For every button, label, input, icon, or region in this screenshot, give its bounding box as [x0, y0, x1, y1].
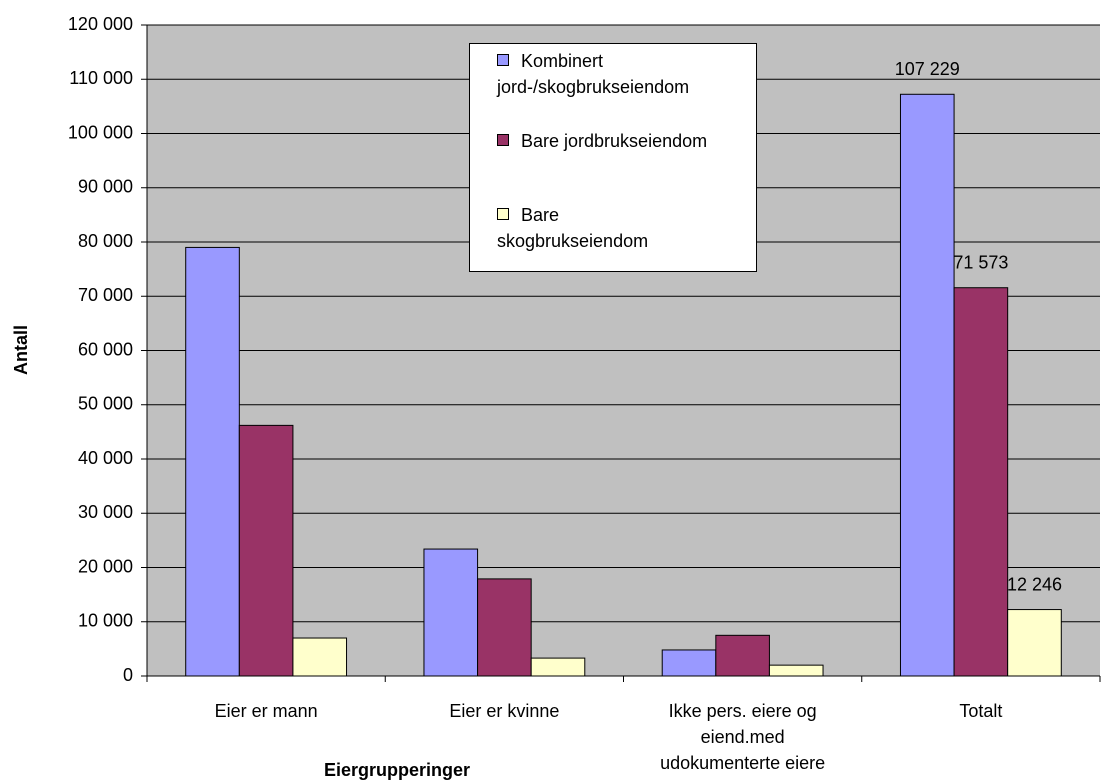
legend-swatch — [497, 208, 509, 220]
y-tick-label: 100 000 — [68, 122, 133, 142]
y-tick-label: 70 000 — [78, 285, 133, 305]
y-tick-label: 0 — [123, 665, 133, 685]
y-tick-label: 110 000 — [69, 68, 133, 88]
y-tick-label: 90 000 — [78, 177, 133, 197]
legend-swatch — [497, 54, 509, 66]
bar — [899, 93, 955, 677]
y-tick-label: 40 000 — [78, 448, 133, 468]
bar — [661, 649, 717, 677]
bar — [423, 548, 479, 677]
y-tick-label: 60 000 — [78, 339, 133, 359]
data-label: 12 246 — [1007, 574, 1062, 594]
y-tick-label: 80 000 — [78, 231, 133, 251]
y-tick-label: 30 000 — [78, 502, 133, 522]
legend-swatch — [497, 134, 509, 146]
legend-label: Kombinert jord-/skogbrukseiendom — [497, 51, 690, 97]
legend-entry: Bare skogbrukseiendom — [497, 202, 712, 254]
bar — [1007, 609, 1062, 677]
legend-entry: Kombinert jord-/skogbrukseiendom — [497, 48, 712, 100]
bar — [185, 246, 240, 677]
bar — [953, 287, 1009, 677]
y-tick-label: 20 000 — [78, 556, 133, 576]
legend-label: Bare jordbrukseiendom — [521, 131, 708, 151]
bar — [292, 637, 348, 677]
legend: Kombinert jord-/skogbrukseiendom Bare jor… — [469, 43, 757, 272]
data-label: 107 229 — [895, 59, 960, 79]
bar — [715, 634, 770, 677]
y-tick-label: 120 000 — [68, 14, 133, 34]
legend-label: Bare skogbrukseiendom — [497, 205, 649, 251]
y-tick-label: 10 000 — [78, 611, 133, 631]
x-axis-title: Eiergrupperinger — [324, 760, 470, 780]
x-tick-label: Eier er kvinne — [449, 701, 560, 721]
bar — [768, 664, 824, 677]
bar — [530, 657, 586, 677]
y-tick-label: 50 000 — [78, 394, 133, 414]
x-tick-label: Ikke pers. eiere og eiend.med udokumente… — [660, 701, 826, 773]
data-label: 71 573 — [953, 252, 1008, 272]
legend-entry: Bare jordbrukseiendom — [497, 128, 757, 154]
x-tick-label: Eier er mann — [214, 701, 318, 721]
x-tick-label: Totalt — [959, 701, 1003, 721]
bar — [477, 578, 532, 677]
bar — [238, 424, 294, 677]
y-axis-title: Antall — [11, 325, 31, 375]
